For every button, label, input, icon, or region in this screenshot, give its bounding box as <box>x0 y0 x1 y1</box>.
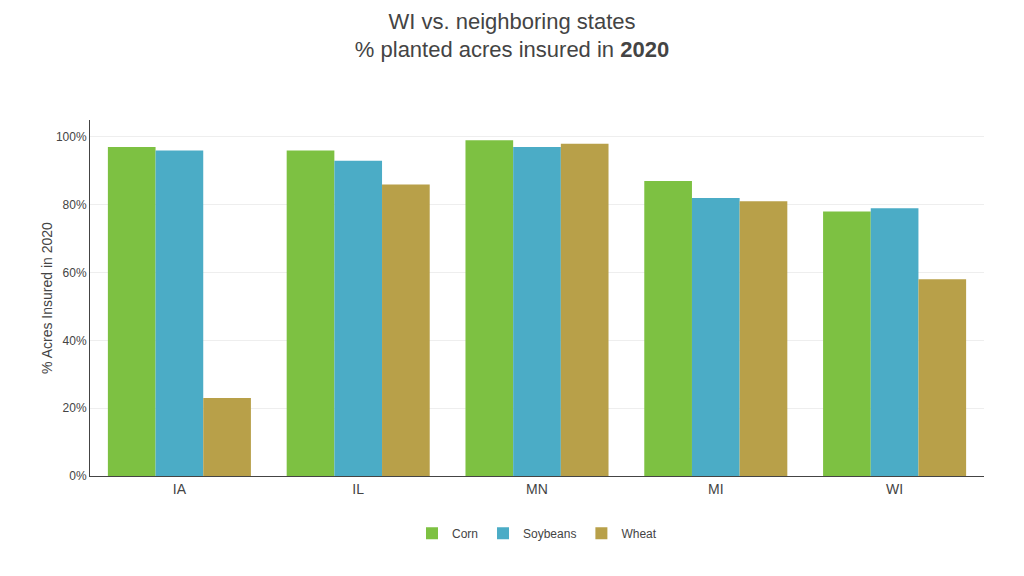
svg-text:100%: 100% <box>56 130 87 144</box>
svg-text:MN: MN <box>526 481 548 497</box>
svg-text:20%: 20% <box>63 401 87 415</box>
svg-text:WI vs. neighboring states% pla: WI vs. neighboring states% planted acres… <box>355 9 669 63</box>
svg-text:80%: 80% <box>63 198 87 212</box>
svg-text:% Acres Insured in 2020: % Acres Insured in 2020 <box>39 222 55 374</box>
svg-text:IA: IA <box>173 481 187 497</box>
svg-text:Corn: Corn <box>452 527 478 541</box>
svg-text:40%: 40% <box>63 334 87 348</box>
svg-text:WI: WI <box>886 481 903 497</box>
svg-text:Soybeans: Soybeans <box>523 527 576 541</box>
svg-text:60%: 60% <box>63 266 87 280</box>
svg-text:MI: MI <box>708 481 724 497</box>
svg-text:0%: 0% <box>69 469 87 483</box>
svg-text:Wheat: Wheat <box>621 527 656 541</box>
svg-text:IL: IL <box>352 481 364 497</box>
